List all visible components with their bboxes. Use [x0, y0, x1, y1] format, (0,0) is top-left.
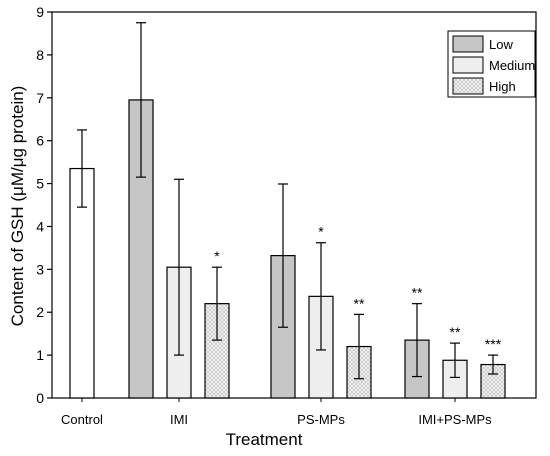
significance-marker: **	[412, 285, 423, 301]
y-tick-label: 8	[36, 47, 44, 63]
y-tick-label: 7	[36, 90, 44, 106]
x-tick-label: PS-MPs	[297, 412, 345, 427]
legend-swatch-low	[452, 35, 484, 53]
significance-marker: ***	[485, 336, 502, 352]
legend: Low Medium High	[447, 30, 536, 98]
significance-marker: **	[354, 295, 365, 311]
y-tick-label: 4	[36, 218, 44, 234]
x-tick-label: Control	[61, 412, 103, 427]
y-tick-label: 5	[36, 176, 44, 192]
legend-label-high: High	[489, 79, 516, 94]
significance-labels: ***********	[214, 224, 501, 352]
y-axis: 0 1 2 3 4 5 6 7 8 9	[36, 4, 52, 406]
error-bars	[77, 22, 498, 380]
x-axis-title: Treatment	[226, 430, 303, 449]
x-tick-label: IMI+PS-MPs	[418, 412, 492, 427]
significance-marker: *	[318, 224, 324, 240]
significance-marker: *	[214, 248, 220, 264]
y-tick-label: 0	[36, 390, 44, 406]
x-tick-label: IMI	[170, 412, 188, 427]
significance-marker: **	[450, 324, 461, 340]
legend-label-medium: Medium	[489, 58, 535, 73]
y-axis-title: Content of GSH (μM/μg protein)	[8, 86, 27, 327]
x-axis: Control IMI PS-MPs IMI+PS-MPs	[61, 398, 492, 427]
y-tick-label: 6	[36, 133, 44, 149]
y-tick-label: 9	[36, 4, 44, 20]
y-tick-label: 2	[36, 304, 44, 320]
legend-swatch-high	[452, 77, 484, 95]
y-tick-label: 3	[36, 261, 44, 277]
bars	[69, 99, 506, 399]
legend-swatch-medium	[452, 56, 484, 74]
legend-label-low: Low	[489, 37, 513, 52]
y-tick-label: 1	[36, 347, 44, 363]
